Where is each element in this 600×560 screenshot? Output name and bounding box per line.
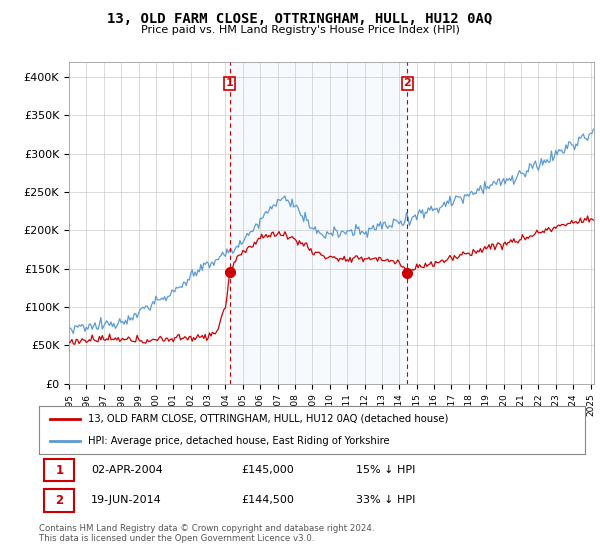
Bar: [230, 62, 407, 384]
Text: £145,000: £145,000: [241, 465, 294, 475]
Text: 33% ↓ HPI: 33% ↓ HPI: [356, 495, 415, 505]
Text: 19-JUN-2014: 19-JUN-2014: [91, 495, 161, 505]
Text: 1: 1: [226, 78, 233, 88]
Text: 1: 1: [55, 464, 64, 477]
Text: 2: 2: [55, 494, 64, 507]
Text: HPI: Average price, detached house, East Riding of Yorkshire: HPI: Average price, detached house, East…: [88, 436, 390, 446]
Text: 13, OLD FARM CLOSE, OTTRINGHAM, HULL, HU12 0AQ: 13, OLD FARM CLOSE, OTTRINGHAM, HULL, HU…: [107, 12, 493, 26]
Bar: [44, 489, 74, 512]
Text: Price paid vs. HM Land Registry's House Price Index (HPI): Price paid vs. HM Land Registry's House …: [140, 25, 460, 35]
Text: 15% ↓ HPI: 15% ↓ HPI: [356, 465, 415, 475]
Text: 13, OLD FARM CLOSE, OTTRINGHAM, HULL, HU12 0AQ (detached house): 13, OLD FARM CLOSE, OTTRINGHAM, HULL, HU…: [88, 414, 449, 424]
Text: 02-APR-2004: 02-APR-2004: [91, 465, 163, 475]
Text: £144,500: £144,500: [241, 495, 294, 505]
Text: 2: 2: [403, 78, 411, 88]
Text: Contains HM Land Registry data © Crown copyright and database right 2024.
This d: Contains HM Land Registry data © Crown c…: [39, 524, 374, 543]
Bar: [44, 459, 74, 481]
